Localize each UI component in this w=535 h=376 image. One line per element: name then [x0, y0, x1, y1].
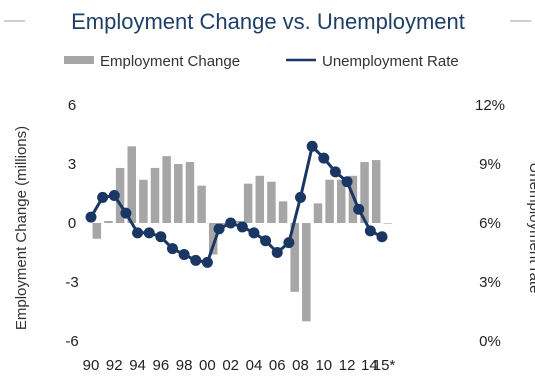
unemployment-rate-point	[213, 223, 225, 235]
y-tick-label: 3	[68, 156, 76, 173]
unemployment-rate-point	[201, 256, 213, 268]
y-tick-label: 0	[68, 215, 76, 232]
unemployment-rate-point	[190, 254, 202, 266]
y-tick-label: 6	[68, 97, 76, 114]
x-tick-label: 94	[129, 357, 146, 374]
y-axis-ticks: 6 3 0 -3 -6	[65, 97, 78, 350]
employment-change-bar	[139, 179, 148, 223]
unemployment-rate-point	[178, 248, 190, 260]
employment-change-bar	[174, 164, 183, 223]
unemployment-rate-point	[85, 211, 97, 223]
employment-change-bar	[302, 223, 311, 322]
y-axis-label: Employment Change (millions)	[13, 126, 30, 330]
employment-change-bar	[197, 185, 206, 223]
y-tick-label: -3	[65, 274, 78, 291]
employment-change-bar	[104, 221, 113, 223]
x-tick-label: 96	[152, 357, 169, 374]
unemployment-rate-point	[155, 231, 167, 243]
unemployment-rate-point	[376, 231, 388, 243]
employment-change-bar	[220, 223, 230, 225]
unemployment-rate-point	[248, 227, 260, 239]
unemployment-rate-point	[236, 221, 248, 233]
y-tick-label: -6	[65, 333, 78, 350]
unemployment-rate-point	[353, 203, 365, 215]
x-tick-label: 92	[106, 357, 123, 374]
employment-change-bar	[150, 167, 160, 223]
employment-change-bar	[313, 203, 323, 223]
employment-change-bar	[243, 183, 253, 223]
employment-change-bar	[348, 175, 358, 223]
x-tick-label: 10	[315, 357, 332, 374]
legend-swatch-employment-change	[64, 56, 94, 64]
y2-axis-ticks: 12% 9% 6% 3% 0%	[475, 97, 505, 350]
unemployment-rate-point	[120, 207, 132, 219]
unemployment-rate-point	[295, 191, 307, 203]
legend: Employment Change Unemployment Rate	[64, 53, 459, 70]
x-tick-label: 14	[361, 357, 378, 374]
x-tick-label: 90	[83, 357, 100, 374]
employment-change-bar	[127, 146, 136, 223]
unemployment-rate-point	[364, 225, 376, 237]
unemployment-rate-point	[166, 243, 178, 255]
x-tick-label: 00	[199, 357, 216, 374]
x-tick-label: 06	[269, 357, 286, 374]
unemployment-rate-point	[108, 189, 120, 201]
employment-change-bar	[162, 156, 171, 223]
unemployment-rate-points	[85, 140, 388, 268]
unemployment-rate-point	[329, 166, 341, 178]
employment-change-bar	[255, 175, 265, 223]
y2-tick-label: 9%	[479, 156, 501, 173]
unemployment-rate-point	[271, 247, 283, 258]
unemployment-rate-point	[143, 227, 155, 239]
employment-change-bar	[208, 223, 218, 255]
employment-change-bar	[92, 223, 102, 239]
employment-change-bar	[278, 201, 288, 223]
employment-change-bar	[337, 179, 346, 223]
legend-label-employment-change: Employment Change	[100, 53, 240, 70]
unemployment-rate-point	[225, 217, 237, 229]
x-tick-label: 12	[339, 357, 356, 374]
unemployment-rate-point	[283, 237, 295, 249]
legend-label-unemployment-rate: Unemployment Rate	[322, 53, 459, 70]
employment-change-bar	[371, 160, 381, 223]
employment-change-bar	[290, 223, 299, 292]
x-tick-label: 02	[222, 357, 239, 374]
x-tick-label: 98	[176, 357, 193, 374]
y2-tick-label: 12%	[475, 97, 505, 114]
employment-change-bar	[267, 181, 276, 223]
unemployment-rate-point	[341, 176, 353, 188]
x-tick-label: 15*	[373, 357, 396, 374]
unemployment-rate-point	[97, 191, 109, 203]
employment-change-bar	[185, 162, 195, 223]
employment-change-bar	[115, 167, 125, 223]
y2-tick-label: 0%	[479, 333, 501, 350]
employment-change-bar	[232, 221, 241, 223]
x-tick-label: 04	[246, 357, 263, 374]
employment-change-bars	[92, 146, 393, 322]
unemployment-rate-point	[306, 140, 318, 152]
y2-tick-label: 6%	[479, 215, 501, 232]
employment-change-bar	[360, 162, 369, 223]
employment-change-bar	[383, 223, 393, 224]
y2-axis-label: Unemployment rate	[526, 163, 535, 294]
unemployment-rate-point	[318, 152, 330, 164]
chart-title: Employment Change vs. Unemployment	[71, 9, 465, 34]
unemployment-rate-point	[260, 235, 272, 247]
x-tick-label: 08	[292, 357, 309, 374]
employment-change-bar	[325, 179, 334, 223]
y2-tick-label: 3%	[479, 274, 501, 291]
unemployment-rate-point	[132, 227, 144, 239]
